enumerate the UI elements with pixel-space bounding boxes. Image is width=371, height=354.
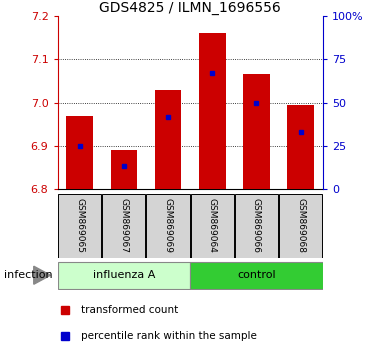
Bar <box>66 116 93 189</box>
Text: GSM869066: GSM869066 <box>252 198 261 253</box>
Text: influenza A: influenza A <box>93 270 155 280</box>
Text: GSM869067: GSM869067 <box>119 198 128 253</box>
Text: GSM869065: GSM869065 <box>75 198 84 253</box>
Polygon shape <box>34 266 50 284</box>
Bar <box>102 194 145 258</box>
Title: GDS4825 / ILMN_1696556: GDS4825 / ILMN_1696556 <box>99 1 281 15</box>
Bar <box>243 74 270 189</box>
Bar <box>155 90 181 189</box>
Bar <box>199 33 226 189</box>
Text: transformed count: transformed count <box>81 305 178 315</box>
Bar <box>58 194 101 258</box>
Bar <box>191 194 234 258</box>
Bar <box>288 105 314 189</box>
Text: infection: infection <box>4 270 52 280</box>
Bar <box>58 262 190 289</box>
Bar <box>235 194 278 258</box>
Bar <box>279 194 322 258</box>
Bar <box>111 150 137 189</box>
Bar <box>190 262 323 289</box>
Text: percentile rank within the sample: percentile rank within the sample <box>81 331 257 341</box>
Bar <box>147 194 190 258</box>
Text: control: control <box>237 270 276 280</box>
Text: GSM869069: GSM869069 <box>164 198 173 253</box>
Text: GSM869064: GSM869064 <box>208 198 217 253</box>
Text: GSM869068: GSM869068 <box>296 198 305 253</box>
